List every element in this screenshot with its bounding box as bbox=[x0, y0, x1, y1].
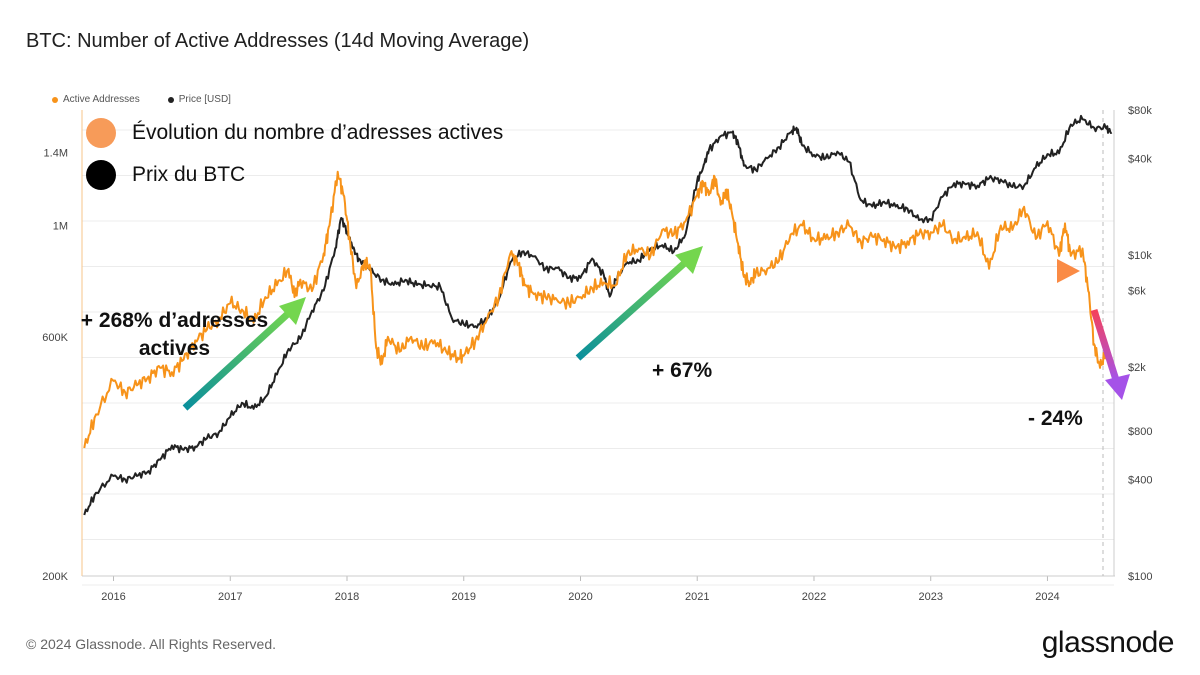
annotation-268-line2: actives bbox=[138, 337, 211, 360]
right-tick-label: $10k bbox=[1128, 250, 1152, 262]
annotation-268: + 268% d’adresses actives bbox=[72, 307, 277, 363]
right-tick-label: $100 bbox=[1128, 571, 1152, 583]
left-tick-label: 200K bbox=[42, 571, 68, 583]
orange-circle-icon bbox=[86, 118, 116, 148]
series-legend: Active Addresses Price [USD] bbox=[52, 94, 259, 105]
x-tick-label: 2017 bbox=[218, 591, 242, 603]
x-tick-label: 2021 bbox=[685, 591, 709, 603]
legend-btc-price: Prix du BTC bbox=[86, 160, 245, 190]
chart-title: BTC: Number of Active Addresses (14d Mov… bbox=[26, 30, 530, 52]
price-series-line bbox=[83, 114, 1113, 516]
legend-active-addresses-evolution: Évolution du nombre d’adresses actives bbox=[86, 118, 503, 148]
orange-dot-icon bbox=[52, 96, 58, 103]
right-tick-label: $6k bbox=[1128, 286, 1146, 298]
copyright-footer: © 2024 Glassnode. All Rights Reserved. bbox=[26, 636, 277, 652]
legend-label-active-addresses: Active Addresses bbox=[63, 94, 140, 105]
x-tick-label: 2023 bbox=[918, 591, 942, 603]
left-tick-label: 1M bbox=[53, 221, 68, 233]
annotation-268-line1: + 268% d’adresses bbox=[80, 309, 269, 332]
right-tick-label: $2k bbox=[1128, 362, 1146, 374]
left-tick-label: 1.4M bbox=[44, 147, 68, 159]
grid-lines bbox=[82, 129, 1114, 586]
left-tick-label: 600K bbox=[42, 332, 68, 344]
right-tick-label: $80k bbox=[1128, 105, 1152, 117]
black-circle-icon bbox=[86, 160, 116, 190]
arrow-flat-2023 bbox=[922, 259, 1080, 283]
axis-ticks: 2016 2017 2018 2019 2020 2021 2022 2023 2024 200K… bbox=[42, 105, 1152, 603]
right-tick-label: $800 bbox=[1128, 426, 1152, 438]
x-tick-label: 2018 bbox=[335, 591, 359, 603]
arrow-down-2024 bbox=[1090, 308, 1130, 400]
legend-big-label-1: Évolution du nombre d’adresses actives bbox=[132, 121, 504, 144]
annotation-minus-24: - 24% bbox=[1028, 407, 1083, 430]
x-tick-label: 2020 bbox=[568, 591, 592, 603]
annotation-67: + 67% bbox=[652, 359, 713, 382]
x-tick-label: 2016 bbox=[101, 591, 125, 603]
glassnode-logo[interactable]: glassnode bbox=[1041, 626, 1175, 659]
legend-label-price: Price [USD] bbox=[178, 94, 231, 105]
x-tick-label: 2022 bbox=[802, 591, 826, 603]
legend-big-label-2: Prix du BTC bbox=[132, 163, 246, 186]
arrow-up-2020 bbox=[575, 246, 703, 361]
x-tick-label: 2024 bbox=[1035, 591, 1059, 603]
legend-item-price[interactable]: Price [USD] bbox=[167, 94, 231, 105]
black-dot-icon bbox=[167, 96, 174, 103]
legend-item-active-addresses[interactable]: Active Addresses bbox=[52, 94, 140, 105]
right-tick-label: $40k bbox=[1128, 153, 1152, 165]
x-tick-label: 2019 bbox=[452, 591, 476, 603]
right-tick-label: $400 bbox=[1128, 474, 1152, 486]
arrow-up-2017 bbox=[182, 297, 306, 411]
active-addresses-series-line bbox=[83, 170, 1107, 449]
